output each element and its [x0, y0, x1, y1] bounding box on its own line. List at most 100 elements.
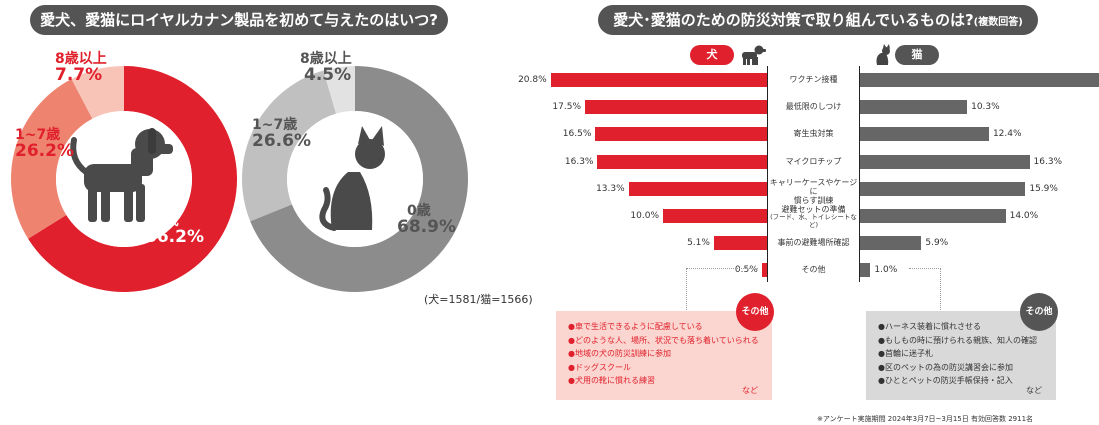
- category-label-line: 最低限のしつけ: [785, 102, 842, 112]
- category-label: マイクロチップ: [769, 157, 858, 166]
- cat-bar: [860, 236, 922, 251]
- category-label: ワクチン接種: [769, 75, 858, 84]
- category-label: 最低限のしつけ: [769, 102, 858, 111]
- dog-other-box: ●車で生活できるように配慮している ●どのような人、場所、状況でも落ち着いていられ…: [556, 311, 772, 400]
- cat-bar: [860, 73, 1099, 87]
- cat-bar: [860, 154, 1030, 169]
- dog-label-1to7-name: 1~7歳: [15, 127, 61, 143]
- category-label-line: 慣らす訓練: [793, 196, 834, 206]
- cat-series-header: 猫: [895, 45, 939, 65]
- dog-bar: [550, 73, 767, 87]
- category-label: 事前の避難場所確認: [769, 238, 858, 247]
- cat-other-item: ●ひととペットの防災手帳保持・記入: [878, 376, 1013, 385]
- category-label-line: マイクロチップ: [785, 156, 842, 166]
- cat-bar: [860, 127, 989, 142]
- cat-header-icon: [876, 44, 890, 65]
- category-label-sub: (フード、水、トイレシートなど): [770, 213, 857, 229]
- cat-label-1to7-value: 26.6%: [252, 130, 311, 151]
- dog-leader-line: [686, 268, 758, 269]
- cat-label-8plus: 8歳以上 4.5%: [300, 52, 352, 85]
- cat-bar: [860, 100, 968, 115]
- cat-other-list: ●ハーネス装着に慣れさせる ●もしもの時に預けられる親族、知人の確認 ●首輪に迷子札…: [878, 321, 1046, 386]
- right-title: 愛犬･愛猫のための防災対策で取り組んでいるものは?(複数回答): [598, 5, 1038, 35]
- dog-other-list: ●車で生活できるように配慮している ●どのような人、場所、状況でも落ち着いていられ…: [568, 321, 762, 386]
- dog-bar: [585, 100, 767, 115]
- dog-label-8plus: 8歳以上 7.7%: [55, 52, 107, 85]
- cat-other-item: ●ハーネス装着に慣れさせる: [878, 322, 981, 331]
- cat-bar: [860, 209, 1006, 223]
- dog-bar: [597, 154, 767, 169]
- dog-leader-line-v: [686, 268, 687, 310]
- cat-label-0: 0歳 68.9%: [397, 204, 456, 237]
- dog-axis: [767, 66, 768, 282]
- dog-other-item: ●車で生活できるように配慮している: [568, 322, 703, 331]
- dog-label-1to7: 1~7歳 26.2%: [15, 128, 74, 161]
- left-title: 愛犬、愛猫にロイヤルカナン製品を初めて与えたのはいつ?: [30, 5, 448, 35]
- dog-slice-2: [71, 66, 124, 119]
- cat-bar-value: 10.3%: [971, 102, 1000, 113]
- cat-slice-2: [323, 66, 355, 114]
- cat-label-0-name: 0歳: [407, 203, 431, 219]
- cat-label-1to7: 1~7歳 26.6%: [252, 118, 311, 151]
- survey-footnote: ※アンケート実施期間 2024年3月7日~3月15日 有効回答数 2911名: [817, 415, 1034, 423]
- cat-bar-value: 5.9%: [925, 238, 949, 249]
- dog-icon: [70, 128, 173, 222]
- dog-other-item: ●地域の犬の防災訓練に参加: [568, 349, 671, 358]
- cat-other-box: ●ハーネス装着に慣れさせる ●もしもの時に預けられる親族、知人の確認 ●首輪に迷子札…: [866, 311, 1056, 400]
- dog-other-nado: など: [742, 386, 758, 395]
- dog-other-item: ●犬用の靴に慣れる練習: [568, 376, 655, 385]
- dog-bar: [761, 263, 767, 278]
- cat-axis: [859, 66, 860, 282]
- category-label: キャリーケースやケージに 慣らす訓練: [769, 178, 858, 206]
- dog-series-header: 犬: [690, 45, 734, 65]
- dog-other-item: ●どのような人、場所、状況でも落ち着いていられる: [568, 335, 759, 345]
- cat-other-nado: など: [1026, 386, 1042, 395]
- category-label-line: 寄生虫対策: [793, 129, 834, 139]
- cat-slice-0: [250, 66, 468, 292]
- cat-bar-value: 16.3%: [1033, 156, 1063, 167]
- dog-bar-value: 16.3%: [564, 156, 594, 167]
- dog-header-icon: [742, 45, 766, 65]
- dog-other-item: ●ドッグスクール: [568, 362, 631, 372]
- dog-bar-value: 5.1%: [687, 238, 710, 249]
- dog-label-0-name: 0歳: [155, 213, 179, 229]
- cat-slice-1: [242, 70, 337, 222]
- dog-bar-value: 13.3%: [596, 183, 625, 194]
- donut-charts: [10, 66, 468, 292]
- dog-slice-0: [28, 66, 237, 292]
- dog-label-0-value: 66.2%: [145, 226, 204, 247]
- cat-icon: [319, 126, 385, 231]
- cat-bar: [860, 181, 1026, 196]
- dog-bar: [713, 236, 767, 251]
- category-label-line: ワクチン接種: [789, 75, 838, 84]
- dog-bar: [595, 127, 767, 142]
- dog-bar-value: 16.5%: [562, 129, 592, 140]
- cat-bar-value: 12.4%: [992, 129, 1022, 140]
- dog-label-1to7-value: 26.2%: [15, 140, 74, 161]
- dog-bar-value: 0.5%: [734, 265, 758, 276]
- dog-bar: [663, 209, 767, 223]
- cat-bar-value: 14.0%: [1009, 211, 1039, 221]
- dog-bar: [628, 181, 767, 196]
- cat-label-8plus-name: 8歳以上: [300, 51, 352, 67]
- cat-bar-value: 1.0%: [874, 265, 898, 276]
- cat-leader-line: [909, 268, 941, 269]
- dog-label-8plus-name: 8歳以上: [55, 51, 107, 67]
- dog-slice-1: [10, 78, 93, 239]
- dog-other-tag: その他: [736, 293, 774, 331]
- dog-bar-value: 10.0%: [630, 211, 659, 221]
- dog-label-8plus-value: 7.7%: [55, 64, 103, 85]
- category-label: その他: [769, 265, 858, 274]
- category-label: 避難セットの準備 (フード、水、トイレシートなど): [769, 205, 858, 229]
- cat-other-item: ●区のペットの為の防災講習会に参加: [878, 362, 1013, 372]
- cat-bar-value: 15.9%: [1029, 183, 1058, 194]
- category-label-line: 事前の避難場所確認: [777, 238, 850, 248]
- dog-bar-value: 20.8%: [518, 75, 547, 85]
- dog-label-0: 0歳 66.2%: [145, 214, 204, 247]
- cat-other-item: ●もしもの時に預けられる親族、知人の確認: [878, 335, 1037, 345]
- right-title-sub: (複数回答): [973, 17, 1023, 28]
- cat-label-8plus-value: 4.5%: [304, 64, 352, 85]
- cat-label-0-value: 68.9%: [397, 216, 456, 237]
- cat-leader-line-v: [940, 268, 941, 310]
- cat-bar: [860, 263, 871, 278]
